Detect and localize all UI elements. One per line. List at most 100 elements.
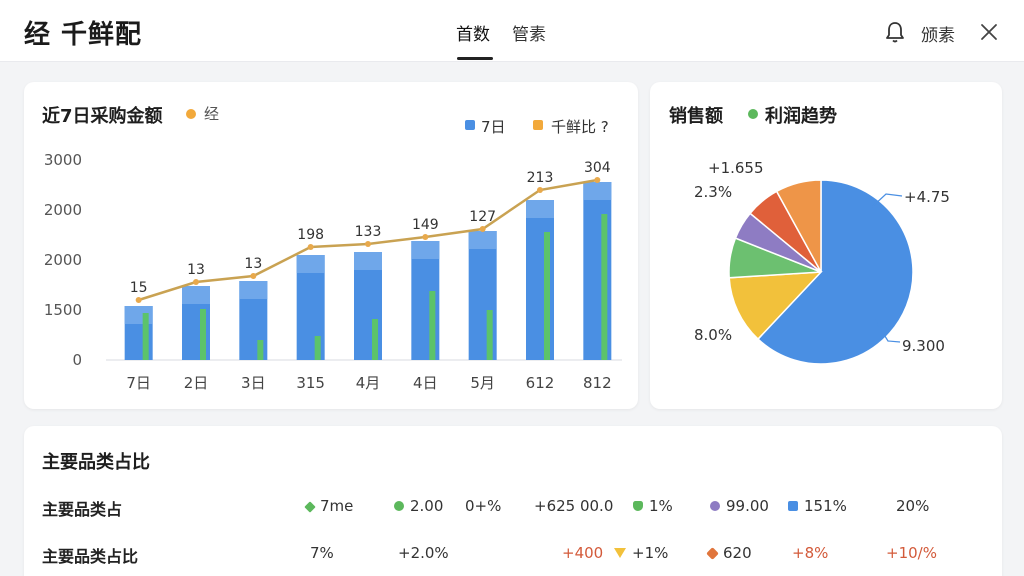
annotation-leader xyxy=(874,319,901,343)
y-tick-label: 3000 xyxy=(44,151,82,169)
x-tick-label: 7日 xyxy=(126,374,151,392)
ratio-point xyxy=(193,279,199,285)
row-cell: +2.0% xyxy=(398,544,449,562)
legend-swatch-7day xyxy=(465,120,475,130)
ratio-point xyxy=(135,297,142,303)
x-tick-label: 612 xyxy=(526,374,555,392)
cell-value: 1% xyxy=(649,497,673,515)
cell-value: +1% xyxy=(632,544,669,562)
bar-green xyxy=(314,336,321,360)
cell-value: +10/% xyxy=(886,544,937,562)
square-icon xyxy=(788,501,798,511)
legend-label-ratio: 千鲜比 ? xyxy=(551,118,609,136)
tab-manage[interactable]: 管素 xyxy=(512,25,546,45)
row-cell: 620 xyxy=(706,544,752,562)
ratio-point xyxy=(537,187,543,193)
cell-value: +2.0% xyxy=(398,544,449,562)
pie-annotation: 2.3% xyxy=(694,183,732,201)
ratio-point xyxy=(594,177,601,183)
cell-value: 20% xyxy=(896,497,930,515)
bar-blue-cap xyxy=(354,252,382,270)
row-cell: 151% xyxy=(788,497,847,515)
category-share-card: 主要品类占比 主要品类占 7me 2.00 0+% +625 00.0 1% 99.00 15… xyxy=(24,426,1002,576)
bar-blue-cap xyxy=(468,231,497,249)
ratio-point xyxy=(365,241,371,247)
shield-icon xyxy=(633,501,643,511)
notice-link[interactable]: 颁素 xyxy=(921,26,955,46)
title-tag-dot xyxy=(186,109,196,119)
pie-title-sales: 销售额 xyxy=(669,106,723,127)
legend-label-7day: 7日 xyxy=(481,118,506,136)
app-title: 经 千鲜配 xyxy=(24,20,143,50)
ratio-point xyxy=(307,244,314,250)
row-cell: 1% xyxy=(633,497,673,515)
active-tab-indicator xyxy=(457,57,493,60)
y-tick-label: 2000 xyxy=(44,201,82,219)
bar-green xyxy=(142,313,149,360)
row-cell: +1% xyxy=(614,544,668,562)
bar-blue-cap xyxy=(296,255,325,273)
pie-title-dot xyxy=(748,109,758,119)
row-label: 主要品类占比 xyxy=(42,547,139,566)
sales-profit-card: 销售额 利润趋势 +1.655 2.3% +4.75 8.0% 9.300 xyxy=(650,82,1002,409)
x-tick-label: 3日 xyxy=(241,374,266,392)
pie-slice xyxy=(775,179,822,273)
bar-green xyxy=(429,291,436,360)
cell-value: 0+% xyxy=(465,497,502,515)
cell-value: 151% xyxy=(804,497,847,515)
y-tick-label: 2000 xyxy=(44,251,82,269)
row-cell: 2.00 xyxy=(394,497,443,515)
data-label: 13 xyxy=(244,256,262,272)
cell-value: +400 xyxy=(562,544,604,562)
x-tick-label: 812 xyxy=(583,374,612,392)
x-tick-label: 2日 xyxy=(184,374,209,392)
top-bar: 经 千鲜配 首数 管素 颁素 xyxy=(0,0,1024,62)
cell-value: 99.00 xyxy=(726,497,769,515)
title-tag-label: 经 xyxy=(204,105,220,123)
pie-slice xyxy=(756,179,914,365)
row-cell: 7% xyxy=(310,544,334,562)
ratio-point xyxy=(422,234,429,240)
row-cell: 0+% xyxy=(465,497,501,515)
data-label: 15 xyxy=(130,280,148,296)
y-tick-label: 1500 xyxy=(44,301,82,319)
row-cell: +10/% xyxy=(886,544,937,562)
row-cell: +8% xyxy=(792,544,828,562)
x-tick-label: 4月 xyxy=(356,374,381,392)
tab-home[interactable]: 首数 xyxy=(456,25,490,45)
x-tick-label: 4日 xyxy=(413,374,438,392)
close-icon[interactable] xyxy=(979,22,999,42)
cell-value: 7% xyxy=(310,544,334,562)
row-cell: +400 xyxy=(562,544,603,562)
cell-value: 620 xyxy=(723,544,752,562)
purchase-chart-card: 近7日采购金额 经 7日 千鲜比 ? 0 1500 2000 2000 3000 7日 2日… xyxy=(24,82,638,409)
cell-value: +625 00.0 xyxy=(534,497,614,515)
bar-green xyxy=(257,340,264,360)
data-label: 304 xyxy=(584,160,611,176)
x-tick-label: 5月 xyxy=(470,374,495,392)
row-label: 主要品类占 xyxy=(42,500,123,519)
y-tick-label: 0 xyxy=(72,351,82,369)
bar-blue-cap xyxy=(182,286,210,304)
pie-chart: +1.655 2.3% +4.75 8.0% 9.300 xyxy=(694,159,950,365)
data-label: 198 xyxy=(297,227,324,243)
bar-blue-cap xyxy=(526,200,554,218)
circle-icon xyxy=(394,501,404,511)
bar-blue-cap xyxy=(239,281,268,299)
bar-chart-title: 近7日采购金额 xyxy=(42,106,163,127)
pie-annotation: 8.0% xyxy=(694,326,732,344)
row-cell: +625 00.0 xyxy=(534,497,613,515)
bar-green xyxy=(544,232,550,360)
cell-value: +8% xyxy=(792,544,829,562)
bar-green xyxy=(486,310,493,360)
bar-green xyxy=(601,214,608,360)
pie-annotation: 9.300 xyxy=(902,337,945,355)
bar-blue-cap xyxy=(411,241,440,259)
diamond-icon xyxy=(304,501,316,513)
bar-blue-cap xyxy=(583,182,612,200)
ratio-point xyxy=(479,226,486,232)
row-cell: 99.00 xyxy=(710,497,769,515)
data-label: 127 xyxy=(469,209,496,225)
data-label: 149 xyxy=(412,217,439,233)
bell-icon[interactable] xyxy=(883,20,907,44)
